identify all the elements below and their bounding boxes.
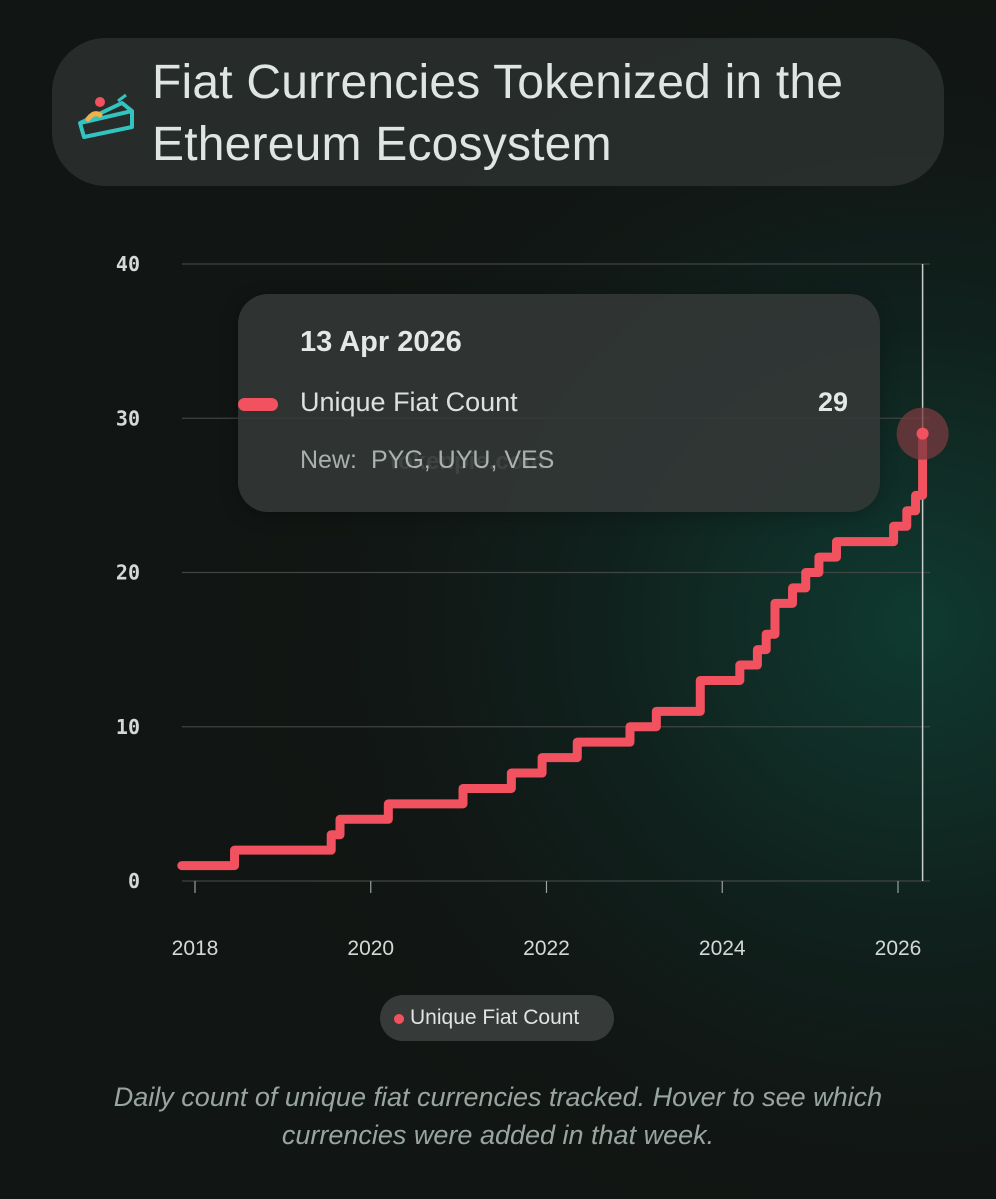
x-tick-label-2022: 2022: [523, 937, 570, 960]
watermark: tokenpie.com: [390, 448, 545, 475]
y-tick-label-30: 30: [116, 406, 140, 430]
tooltip: 13 Apr 2026 Unique Fiat Count 29 New: PYG…: [238, 294, 880, 512]
x-tick-label-2020: 2020: [347, 937, 394, 960]
tooltip-new-row: New: PYG, UYU, VES: [300, 446, 554, 475]
tooltip-new-label: New:: [300, 446, 357, 474]
x-tick-label-2018: 2018: [172, 937, 219, 960]
y-tick-label-0: 0: [128, 869, 140, 893]
y-tick-label-40: 40: [116, 252, 140, 276]
tooltip-series-swatch: [238, 398, 278, 411]
legend-dot: [394, 1014, 404, 1024]
x-axis-ticks: 2018 2020 2022 2024 2026: [172, 881, 922, 960]
series-line-unique-fiat-count: [177, 429, 928, 871]
tooltip-value: 29: [817, 387, 848, 417]
cake-slice-icon: [78, 93, 134, 139]
title-banner: Fiat Currencies Tokenized in the Ethereu…: [52, 38, 944, 186]
chart-area[interactable]: 0 10 20 30 40 2018 2020 2022 2024 2026: [0, 230, 996, 970]
legend-item-unique-fiat-count[interactable]: Unique Fiat Count: [380, 995, 614, 1041]
hover-point: [916, 427, 929, 440]
chart-caption: Daily count of unique fiat currencies tr…: [113, 1082, 883, 1150]
tooltip-date: 13 Apr 2026: [300, 326, 462, 358]
x-tick-label-2024: 2024: [699, 937, 746, 960]
chart-title: Fiat Currencies Tokenized in the Ethereu…: [152, 56, 844, 171]
legend-label: Unique Fiat Count: [410, 1006, 580, 1029]
tooltip-series-name: Unique Fiat Count: [300, 387, 518, 417]
x-tick-label-2026: 2026: [875, 937, 922, 960]
y-tick-label-10: 10: [116, 715, 140, 739]
tooltip-new-value: PYG, UYU, VES: [370, 446, 555, 474]
y-tick-label-20: 20: [116, 561, 140, 585]
y-axis-ticks: 0 10 20 30 40: [116, 252, 140, 893]
